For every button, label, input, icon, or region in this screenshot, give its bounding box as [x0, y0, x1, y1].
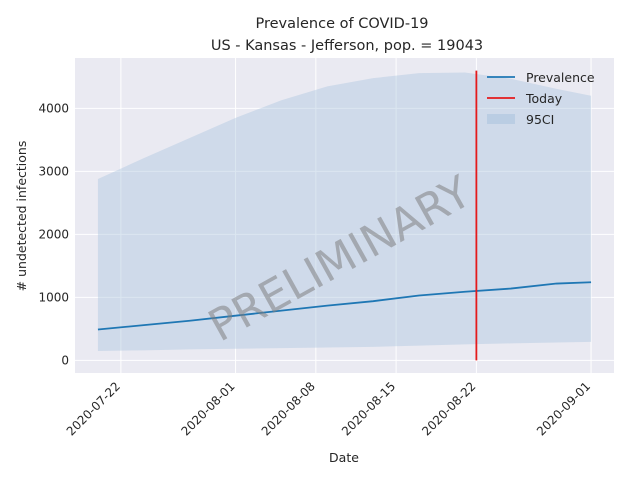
y-tick-labels: 0 1000 2000 3000 4000 [38, 101, 69, 367]
line-layer [97, 70, 592, 361]
legend-swatch-95ci [487, 114, 515, 124]
legend-label-today: Today [525, 91, 563, 106]
grid [75, 58, 614, 373]
ci-band-layer [97, 72, 592, 351]
legend-label-prevalence: Prevalence [526, 70, 595, 85]
x-tick-labels: 2020-07-22 2020-08-01 2020-08-08 2020-08-15… [64, 379, 593, 438]
chart-title: Prevalence of COVID-19 [255, 16, 428, 32]
legend: Prevalence Today 95CI [487, 70, 595, 127]
y-tick-label: 2000 [38, 227, 69, 241]
y-tick-label: 4000 [38, 101, 69, 115]
x-tick-label: 2020-07-22 [64, 379, 123, 438]
x-axis-label: Date [329, 450, 359, 465]
ci-band [97, 72, 592, 351]
x-tick-label: 2020-08-08 [259, 379, 318, 438]
x-tick-label: 2020-08-22 [419, 379, 478, 438]
y-tick-label: 3000 [38, 164, 69, 178]
plot-background [75, 58, 614, 373]
y-axis-label: # undetected infections [14, 141, 29, 292]
chart-subtitle: US - Kansas - Jefferson, pop. = 19043 [211, 38, 483, 54]
x-tick-label: 2020-09-01 [534, 379, 593, 438]
prevalence-line [97, 281, 592, 331]
y-tick-label: 1000 [38, 290, 69, 304]
x-tick-label: 2020-08-01 [178, 379, 237, 438]
legend-label-95ci: 95CI [526, 112, 554, 127]
y-tick-label: 0 [61, 353, 69, 367]
x-tick-label: 2020-08-15 [339, 379, 398, 438]
